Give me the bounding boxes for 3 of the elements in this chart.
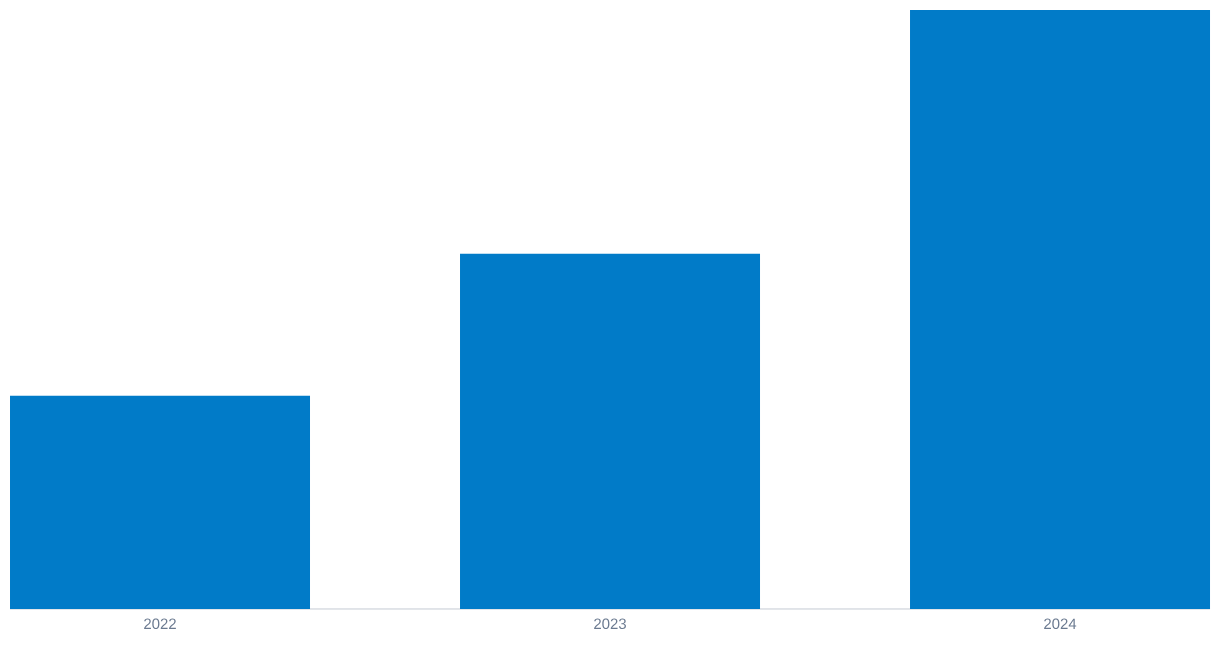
x-tick-label: 2022: [144, 618, 176, 630]
x-tick-label: 2023: [594, 618, 626, 630]
x-tick-label: 2024: [1044, 618, 1077, 630]
